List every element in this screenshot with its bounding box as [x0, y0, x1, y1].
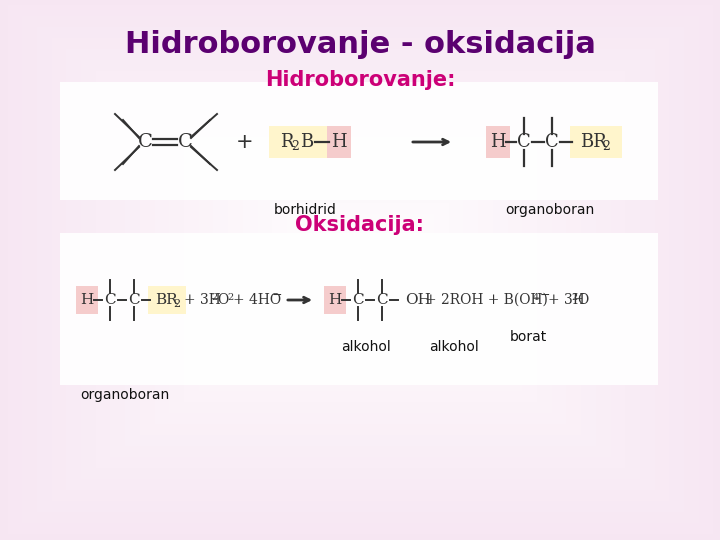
Text: 2: 2 [173, 299, 180, 309]
Text: BR: BR [580, 133, 607, 151]
Text: borat: borat [509, 330, 546, 344]
Text: C: C [517, 133, 531, 151]
Bar [486, 126, 510, 158]
Text: Hidroborovanje:: Hidroborovanje: [265, 70, 455, 90]
Text: Hidroborovanje - oksidacija: Hidroborovanje - oksidacija [125, 30, 595, 59]
Text: H: H [331, 133, 347, 151]
Bar [60, 233, 658, 385]
Text: C: C [376, 293, 388, 307]
Text: H: H [81, 293, 94, 307]
Bar [148, 286, 186, 314]
Text: Oksidacija:: Oksidacija: [295, 215, 425, 235]
Text: + 3H: + 3H [548, 293, 585, 307]
Text: −: − [540, 288, 551, 301]
Text: OH: OH [405, 293, 431, 307]
Text: 2: 2 [571, 293, 577, 301]
Text: 2: 2 [227, 293, 233, 301]
Text: −: − [272, 288, 282, 301]
Text: + 3H: + 3H [184, 293, 221, 307]
Text: C: C [545, 133, 559, 151]
Text: + 4HO: + 4HO [233, 293, 281, 307]
Text: C: C [352, 293, 364, 307]
Text: O: O [217, 293, 228, 307]
Text: 4: 4 [533, 293, 539, 301]
Text: alkohol: alkohol [341, 340, 391, 354]
Bar [76, 286, 98, 314]
Text: C: C [138, 133, 153, 151]
Text: C: C [128, 293, 140, 307]
Text: +: + [236, 132, 254, 152]
Text: organoboran: organoboran [505, 203, 595, 217]
Text: 2: 2 [211, 293, 217, 301]
Text: C: C [178, 133, 192, 151]
Bar [269, 126, 351, 158]
Text: O: O [577, 293, 588, 307]
Text: B: B [300, 133, 314, 151]
Text: organoboran: organoboran [81, 388, 170, 402]
Text: 2: 2 [602, 139, 610, 152]
Bar [570, 126, 622, 158]
Text: R: R [280, 133, 294, 151]
Text: H: H [490, 133, 506, 151]
Text: + 2ROH + B(OH): + 2ROH + B(OH) [425, 293, 548, 307]
Text: BR: BR [155, 293, 178, 307]
Bar [324, 286, 346, 314]
Text: C: C [104, 293, 116, 307]
Bar [60, 82, 658, 200]
Text: 2: 2 [291, 139, 299, 152]
Text: alkohol: alkohol [429, 340, 479, 354]
Bar [327, 126, 351, 158]
Text: H: H [328, 293, 341, 307]
Text: borhidrid: borhidrid [274, 203, 336, 217]
